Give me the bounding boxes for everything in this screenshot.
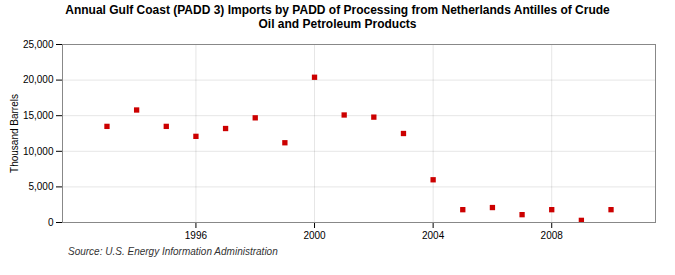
svg-text:0: 0 — [48, 216, 54, 227]
svg-text:1996: 1996 — [185, 229, 208, 240]
svg-text:20,000: 20,000 — [23, 74, 54, 85]
svg-text:2004: 2004 — [422, 229, 445, 240]
html-text:Source: U.S. Energy Informatio: Source: U.S. Energy Information Administ… — [68, 245, 278, 257]
svg-text:2000: 2000 — [303, 229, 326, 240]
html-text:Annual Gulf Coast (PADD 3) Imp: Annual Gulf Coast (PADD 3) Imports by PA… — [65, 3, 610, 32]
svg-text:2008: 2008 — [541, 229, 564, 240]
svg-text:5,000: 5,000 — [28, 181, 53, 192]
svg-text:Thousand Barrels: Thousand Barrels — [9, 94, 20, 173]
svg-text:15,000: 15,000 — [23, 110, 54, 121]
svg-text:10,000: 10,000 — [23, 145, 54, 156]
svg-text:25,000: 25,000 — [23, 38, 54, 49]
